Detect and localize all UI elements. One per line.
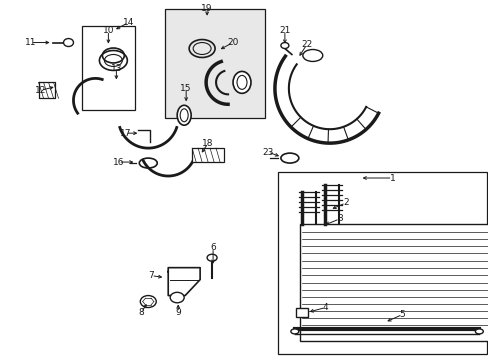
Ellipse shape	[233, 71, 250, 93]
Text: 16: 16	[112, 158, 124, 167]
Text: 7: 7	[148, 271, 154, 280]
Text: 9: 9	[175, 308, 181, 317]
Bar	[277, 172, 487, 354]
Ellipse shape	[177, 105, 191, 125]
Text: 4: 4	[322, 303, 328, 312]
Text: 22: 22	[301, 40, 312, 49]
Ellipse shape	[170, 292, 184, 303]
Text: 14: 14	[122, 18, 134, 27]
Bar	[192, 148, 224, 162]
Text: 20: 20	[227, 38, 238, 47]
Text: 10: 10	[102, 26, 114, 35]
Ellipse shape	[280, 42, 288, 49]
Ellipse shape	[207, 254, 217, 261]
Ellipse shape	[63, 39, 73, 46]
Text: 21: 21	[279, 26, 290, 35]
Text: 23: 23	[262, 148, 273, 157]
Text: 8: 8	[138, 308, 144, 317]
Text: 19: 19	[201, 4, 212, 13]
Ellipse shape	[99, 50, 127, 71]
Bar	[299, 224, 488, 341]
Text: 5: 5	[399, 310, 405, 319]
Ellipse shape	[474, 329, 482, 334]
Ellipse shape	[237, 75, 246, 89]
Bar	[165, 9, 264, 118]
Ellipse shape	[180, 109, 188, 122]
Ellipse shape	[290, 329, 298, 334]
Text: 15: 15	[180, 84, 191, 93]
Text: 3: 3	[336, 214, 342, 223]
Ellipse shape	[140, 296, 156, 307]
Text: 13: 13	[110, 64, 122, 73]
Text: 18: 18	[202, 139, 213, 148]
Text: 6: 6	[210, 243, 216, 252]
Text: 11: 11	[25, 38, 36, 47]
Bar	[82, 26, 135, 110]
Text: 12: 12	[35, 86, 46, 95]
Text: 2: 2	[342, 198, 348, 207]
Text: 1: 1	[389, 174, 395, 183]
Bar	[295, 307, 307, 318]
Text: 17: 17	[120, 129, 131, 138]
Ellipse shape	[104, 54, 122, 67]
